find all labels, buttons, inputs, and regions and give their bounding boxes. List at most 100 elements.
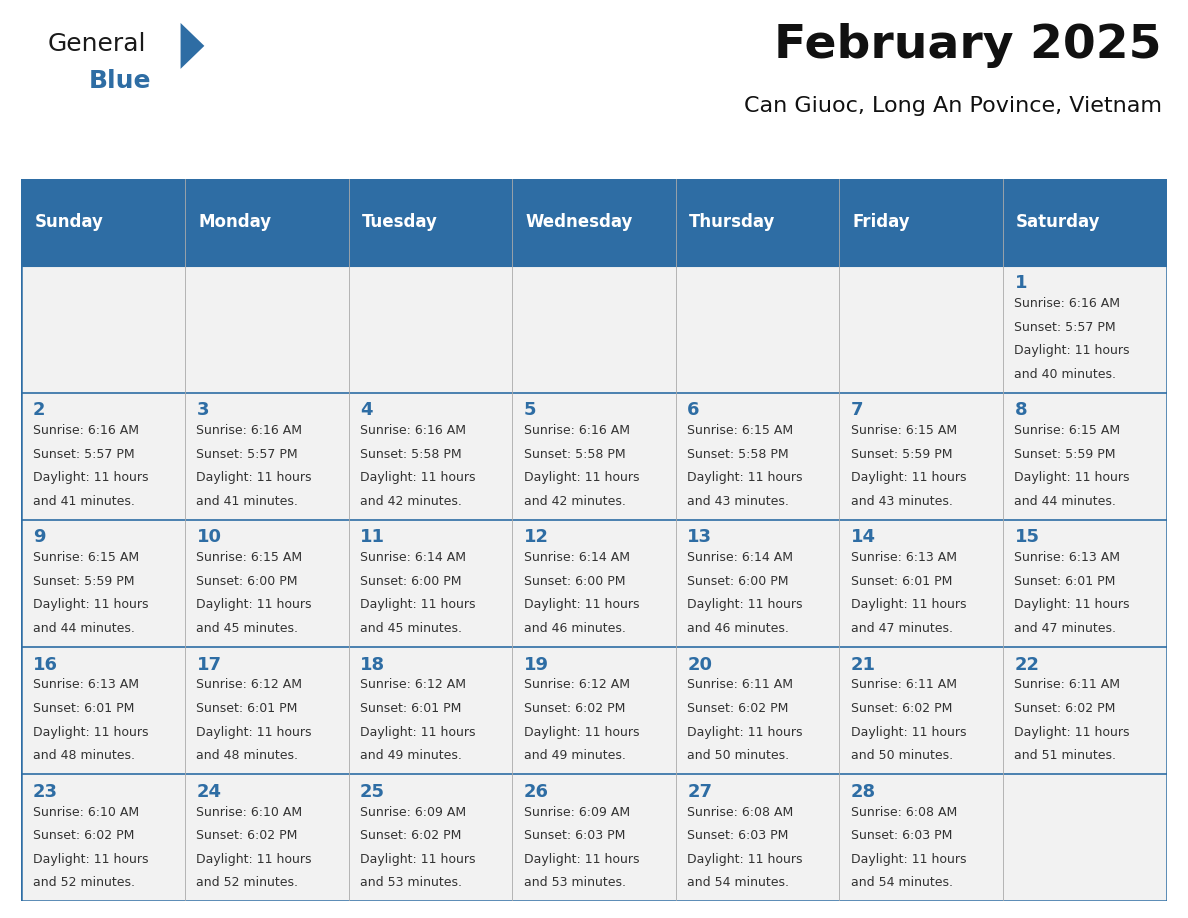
- Text: and 41 minutes.: and 41 minutes.: [33, 495, 134, 508]
- Text: and 45 minutes.: and 45 minutes.: [196, 621, 298, 635]
- Text: Daylight: 11 hours: Daylight: 11 hours: [196, 471, 312, 484]
- Text: Daylight: 11 hours: Daylight: 11 hours: [1015, 471, 1130, 484]
- Text: Daylight: 11 hours: Daylight: 11 hours: [687, 599, 803, 611]
- Bar: [185, 265, 348, 393]
- Text: Sunset: 6:03 PM: Sunset: 6:03 PM: [851, 829, 953, 842]
- Text: and 52 minutes.: and 52 minutes.: [33, 876, 134, 890]
- Text: Sunset: 6:02 PM: Sunset: 6:02 PM: [524, 702, 625, 715]
- Text: Sunrise: 6:15 AM: Sunrise: 6:15 AM: [687, 424, 794, 437]
- Text: 22: 22: [1015, 655, 1040, 674]
- Text: 18: 18: [360, 655, 385, 674]
- Text: and 49 minutes.: and 49 minutes.: [524, 749, 626, 762]
- Bar: [512, 774, 676, 901]
- Text: Wednesday: Wednesday: [525, 213, 633, 231]
- Text: 8: 8: [1015, 401, 1028, 420]
- Text: Sunset: 6:02 PM: Sunset: 6:02 PM: [360, 829, 461, 842]
- Bar: [1003, 179, 1167, 265]
- Text: and 41 minutes.: and 41 minutes.: [196, 495, 298, 508]
- Text: Sunset: 5:59 PM: Sunset: 5:59 PM: [33, 575, 134, 588]
- Bar: [348, 520, 512, 647]
- Text: 12: 12: [524, 529, 549, 546]
- Text: Sunset: 6:00 PM: Sunset: 6:00 PM: [687, 575, 789, 588]
- Text: and 44 minutes.: and 44 minutes.: [33, 621, 134, 635]
- Text: Sunrise: 6:11 AM: Sunrise: 6:11 AM: [687, 678, 794, 691]
- Bar: [21, 393, 185, 520]
- Text: Sunrise: 6:08 AM: Sunrise: 6:08 AM: [687, 806, 794, 819]
- Text: Sunrise: 6:13 AM: Sunrise: 6:13 AM: [33, 678, 139, 691]
- Text: Daylight: 11 hours: Daylight: 11 hours: [360, 853, 475, 866]
- Text: and 54 minutes.: and 54 minutes.: [687, 876, 789, 890]
- Text: Sunrise: 6:09 AM: Sunrise: 6:09 AM: [360, 806, 466, 819]
- Text: Daylight: 11 hours: Daylight: 11 hours: [33, 853, 148, 866]
- Bar: [21, 647, 185, 774]
- Text: Sunset: 6:01 PM: Sunset: 6:01 PM: [360, 702, 461, 715]
- Text: 21: 21: [851, 655, 876, 674]
- Text: 13: 13: [687, 529, 713, 546]
- Text: Sunrise: 6:12 AM: Sunrise: 6:12 AM: [196, 678, 303, 691]
- Text: Sunrise: 6:09 AM: Sunrise: 6:09 AM: [524, 806, 630, 819]
- Text: Friday: Friday: [853, 213, 910, 231]
- Text: Daylight: 11 hours: Daylight: 11 hours: [687, 853, 803, 866]
- Text: Daylight: 11 hours: Daylight: 11 hours: [524, 853, 639, 866]
- Text: and 50 minutes.: and 50 minutes.: [851, 749, 953, 762]
- Bar: [185, 393, 348, 520]
- Text: and 48 minutes.: and 48 minutes.: [196, 749, 298, 762]
- Text: Sunset: 5:59 PM: Sunset: 5:59 PM: [851, 448, 953, 461]
- Text: Can Giuoc, Long An Povince, Vietnam: Can Giuoc, Long An Povince, Vietnam: [744, 96, 1162, 117]
- Text: 2: 2: [33, 401, 45, 420]
- Text: 6: 6: [687, 401, 700, 420]
- Text: Sunrise: 6:16 AM: Sunrise: 6:16 AM: [1015, 297, 1120, 310]
- Text: Sunset: 6:01 PM: Sunset: 6:01 PM: [196, 702, 298, 715]
- Bar: [840, 520, 1003, 647]
- Text: 11: 11: [360, 529, 385, 546]
- Text: Sunset: 6:01 PM: Sunset: 6:01 PM: [851, 575, 953, 588]
- Text: Sunset: 6:02 PM: Sunset: 6:02 PM: [851, 702, 953, 715]
- Bar: [512, 265, 676, 393]
- Text: Daylight: 11 hours: Daylight: 11 hours: [196, 853, 312, 866]
- Text: 1: 1: [1015, 274, 1026, 292]
- Bar: [185, 774, 348, 901]
- Text: Sunrise: 6:14 AM: Sunrise: 6:14 AM: [687, 552, 794, 565]
- Text: Sunset: 6:02 PM: Sunset: 6:02 PM: [33, 829, 134, 842]
- Bar: [348, 774, 512, 901]
- Text: 4: 4: [360, 401, 373, 420]
- Bar: [21, 520, 185, 647]
- Bar: [676, 647, 840, 774]
- Text: Daylight: 11 hours: Daylight: 11 hours: [851, 725, 966, 738]
- Bar: [840, 265, 1003, 393]
- Bar: [21, 179, 185, 265]
- Text: 7: 7: [851, 401, 864, 420]
- Text: Sunrise: 6:11 AM: Sunrise: 6:11 AM: [1015, 678, 1120, 691]
- Text: Daylight: 11 hours: Daylight: 11 hours: [1015, 344, 1130, 357]
- Text: and 42 minutes.: and 42 minutes.: [360, 495, 462, 508]
- Text: 27: 27: [687, 783, 713, 800]
- Text: and 40 minutes.: and 40 minutes.: [1015, 367, 1117, 381]
- Text: Monday: Monday: [198, 213, 271, 231]
- Text: Sunset: 5:58 PM: Sunset: 5:58 PM: [524, 448, 625, 461]
- Bar: [1003, 520, 1167, 647]
- Text: Sunrise: 6:16 AM: Sunrise: 6:16 AM: [360, 424, 466, 437]
- Bar: [348, 265, 512, 393]
- Text: Sunset: 6:03 PM: Sunset: 6:03 PM: [687, 829, 789, 842]
- Bar: [512, 393, 676, 520]
- Text: Daylight: 11 hours: Daylight: 11 hours: [196, 599, 312, 611]
- Text: 23: 23: [33, 783, 58, 800]
- Text: Sunset: 5:58 PM: Sunset: 5:58 PM: [687, 448, 789, 461]
- Text: Daylight: 11 hours: Daylight: 11 hours: [851, 471, 966, 484]
- Text: Sunset: 6:02 PM: Sunset: 6:02 PM: [1015, 702, 1116, 715]
- Text: 25: 25: [360, 783, 385, 800]
- Text: 15: 15: [1015, 529, 1040, 546]
- Bar: [21, 265, 185, 393]
- Text: Sunrise: 6:16 AM: Sunrise: 6:16 AM: [524, 424, 630, 437]
- Text: Sunrise: 6:15 AM: Sunrise: 6:15 AM: [196, 552, 303, 565]
- Bar: [348, 647, 512, 774]
- Bar: [676, 393, 840, 520]
- Text: 28: 28: [851, 783, 876, 800]
- Text: Sunday: Sunday: [34, 213, 103, 231]
- Text: February 2025: February 2025: [775, 23, 1162, 68]
- Bar: [840, 774, 1003, 901]
- Text: Sunset: 5:58 PM: Sunset: 5:58 PM: [360, 448, 462, 461]
- Text: Sunset: 6:00 PM: Sunset: 6:00 PM: [196, 575, 298, 588]
- Text: Sunrise: 6:14 AM: Sunrise: 6:14 AM: [524, 552, 630, 565]
- Text: and 44 minutes.: and 44 minutes.: [1015, 495, 1117, 508]
